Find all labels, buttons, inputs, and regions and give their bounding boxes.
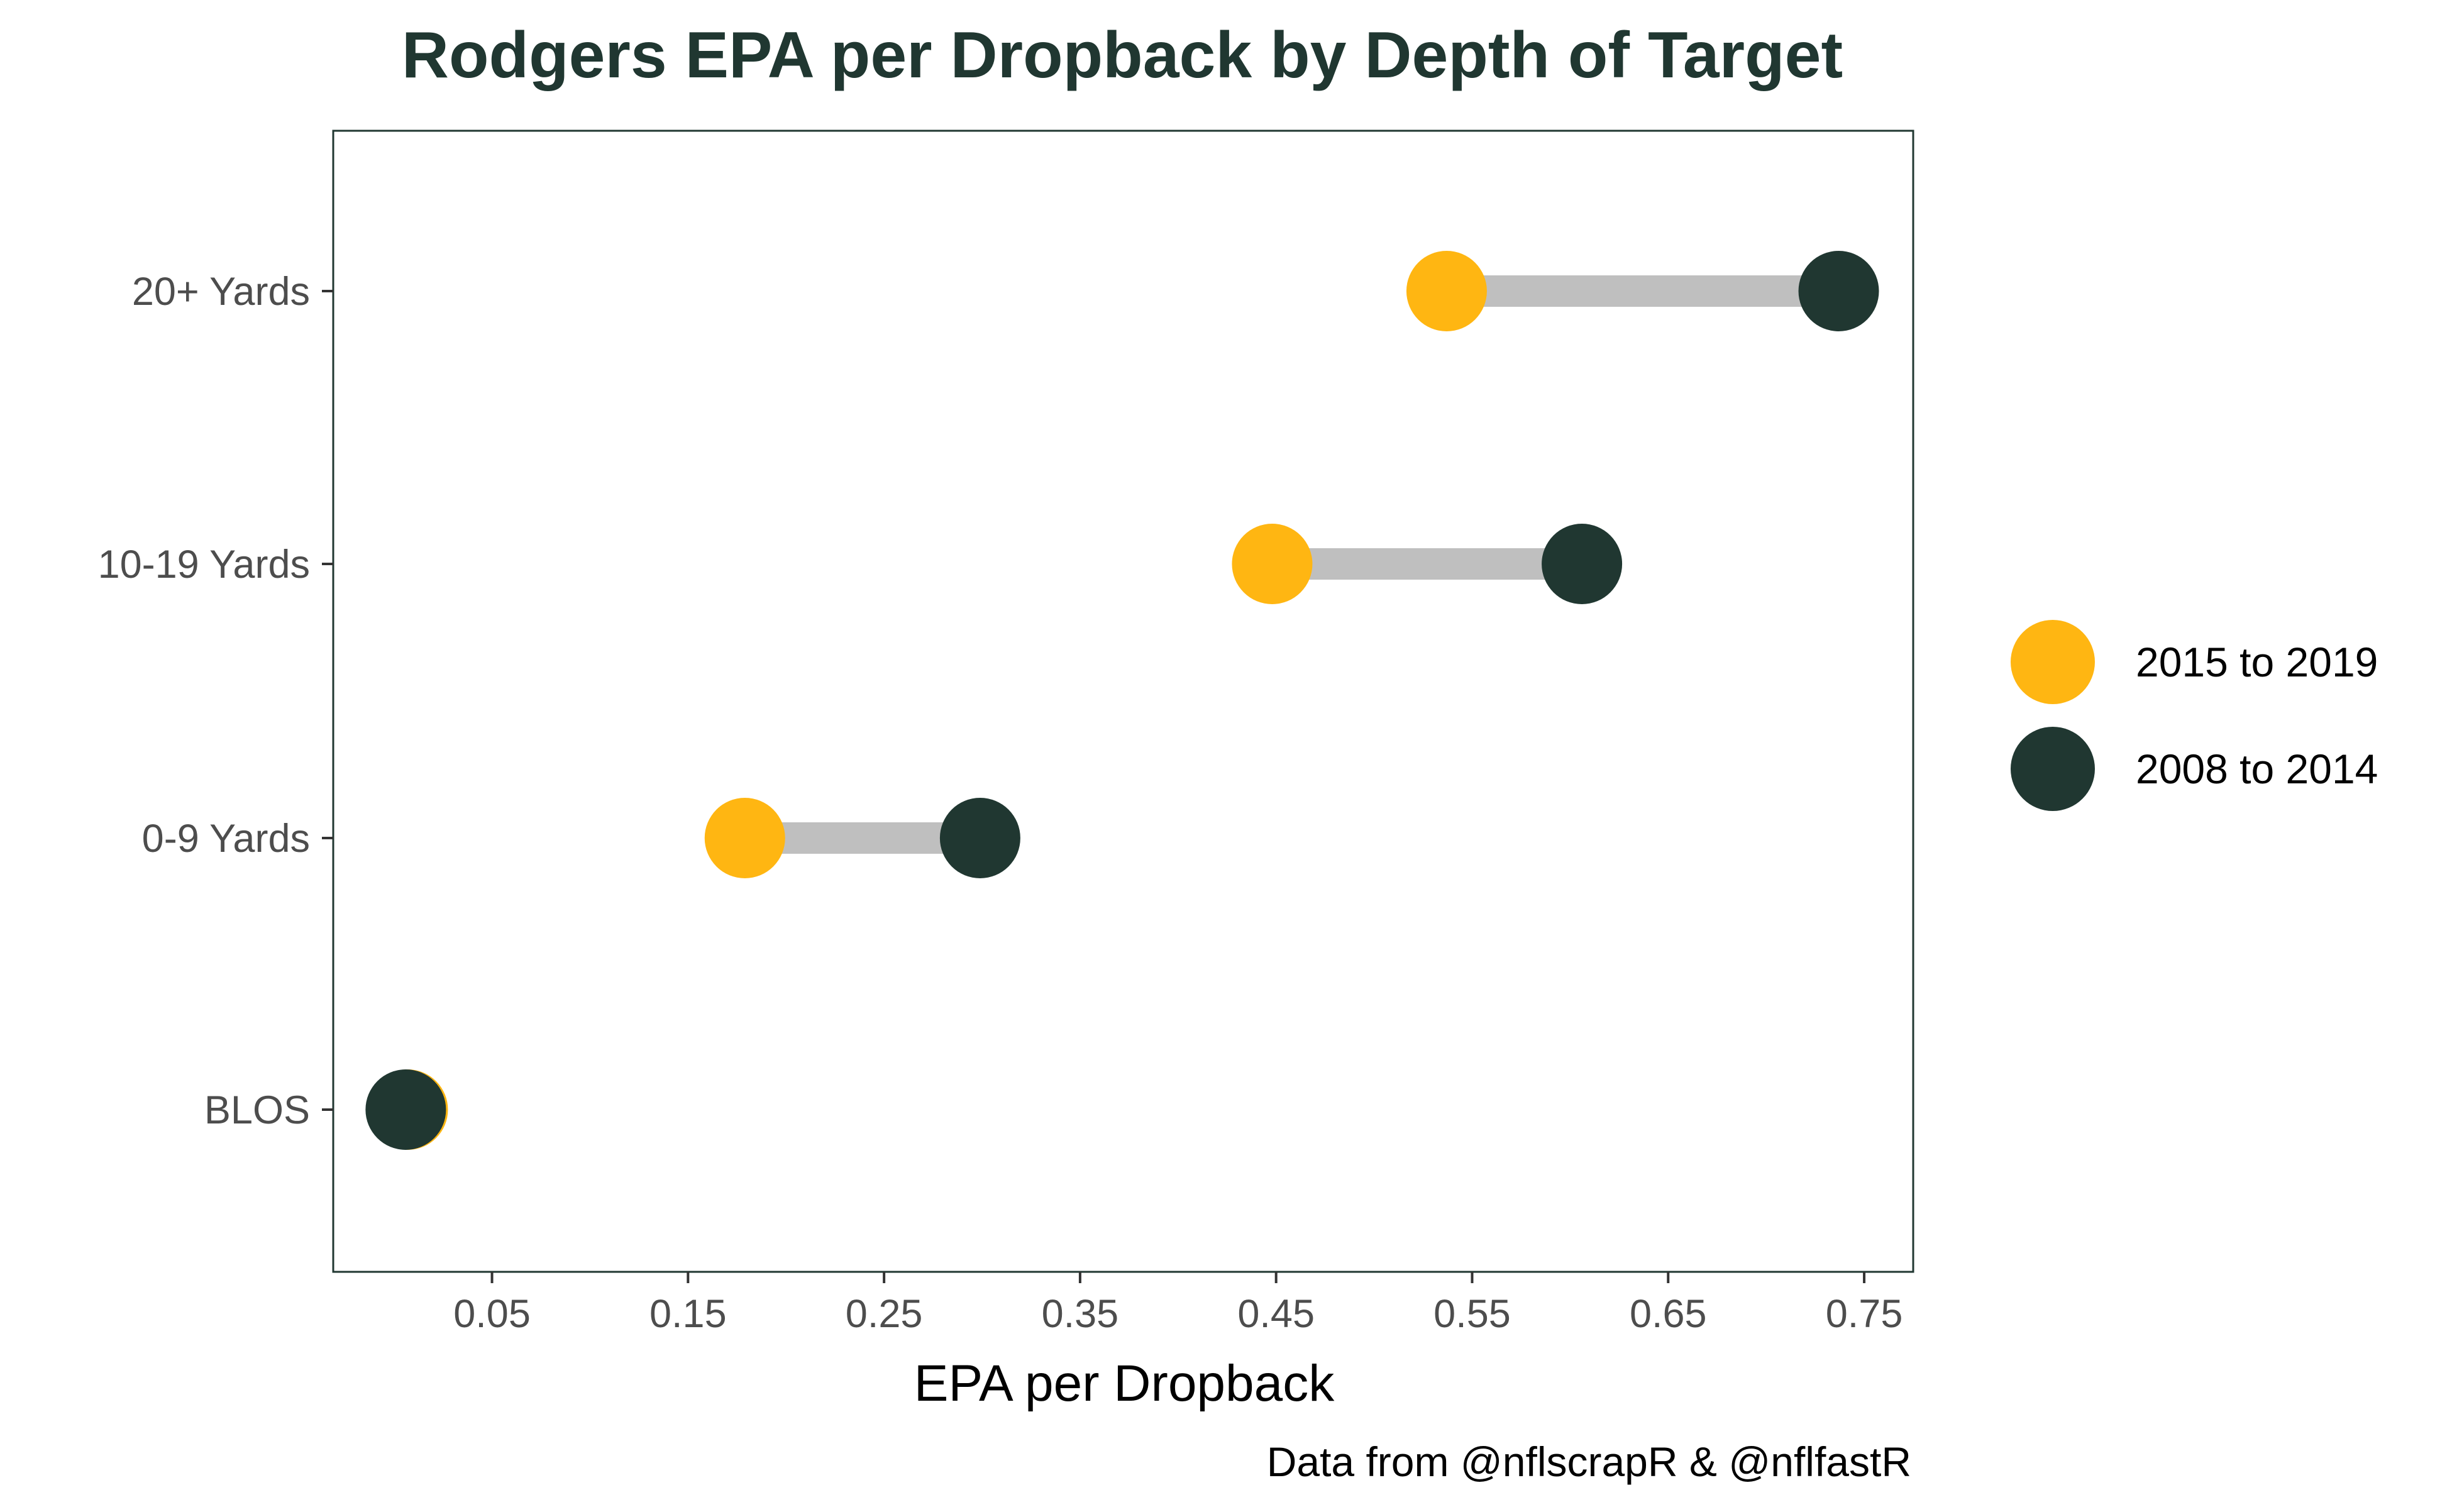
point-layer: [365, 251, 1879, 1150]
point-2008-2014: [365, 1069, 446, 1150]
x-tick-label: 0.45: [1237, 1292, 1315, 1336]
legend-label: 2008 to 2014: [2136, 746, 2378, 792]
x-tick-label: 0.65: [1630, 1292, 1707, 1336]
point-2015-2019: [1406, 251, 1487, 331]
point-2008-2014: [1798, 251, 1879, 331]
x-axis-title: EPA per Dropback: [914, 1355, 1335, 1412]
point-2015-2019: [704, 798, 785, 878]
x-tick-label: 0.55: [1433, 1292, 1511, 1336]
y-tick-label: 20+ Yards: [132, 270, 310, 314]
x-tick-label: 0.05: [453, 1292, 531, 1336]
x-tick-label: 0.75: [1826, 1292, 1903, 1336]
connector-layer: [406, 275, 1839, 1125]
y-tick-label: 10-19 Yards: [98, 543, 310, 587]
x-tick-label: 0.15: [649, 1292, 727, 1336]
x-tick-label: 0.35: [1042, 1292, 1119, 1336]
legend: 2015 to 2019 2008 to 2014: [2011, 620, 2378, 811]
legend-key: [2011, 727, 2095, 811]
x-tick-label: 0.25: [846, 1292, 923, 1336]
y-axis: BLOS 0-9 Yards 10-19 Yards 20+ Yards: [98, 270, 333, 1132]
x-axis: 0.05 0.15 0.25 0.35 0.45 0.55 0.65 0.75: [453, 1272, 1903, 1336]
legend-label: 2015 to 2019: [2136, 639, 2378, 685]
panel-border: [332, 130, 1914, 1273]
plot-panel: [332, 130, 1914, 1273]
point-2015-2019: [1232, 524, 1313, 604]
y-tick-label: BLOS: [204, 1088, 310, 1132]
point-2008-2014: [939, 798, 1020, 878]
legend-key: [2011, 620, 2095, 704]
caption: Data from @nflscrapR & @nflfastR: [1267, 1438, 1911, 1485]
point-2008-2014: [1542, 524, 1623, 604]
chart-title: Rodgers EPA per Dropback by Depth of Tar…: [402, 19, 1843, 92]
y-tick-label: 0-9 Yards: [142, 817, 310, 861]
